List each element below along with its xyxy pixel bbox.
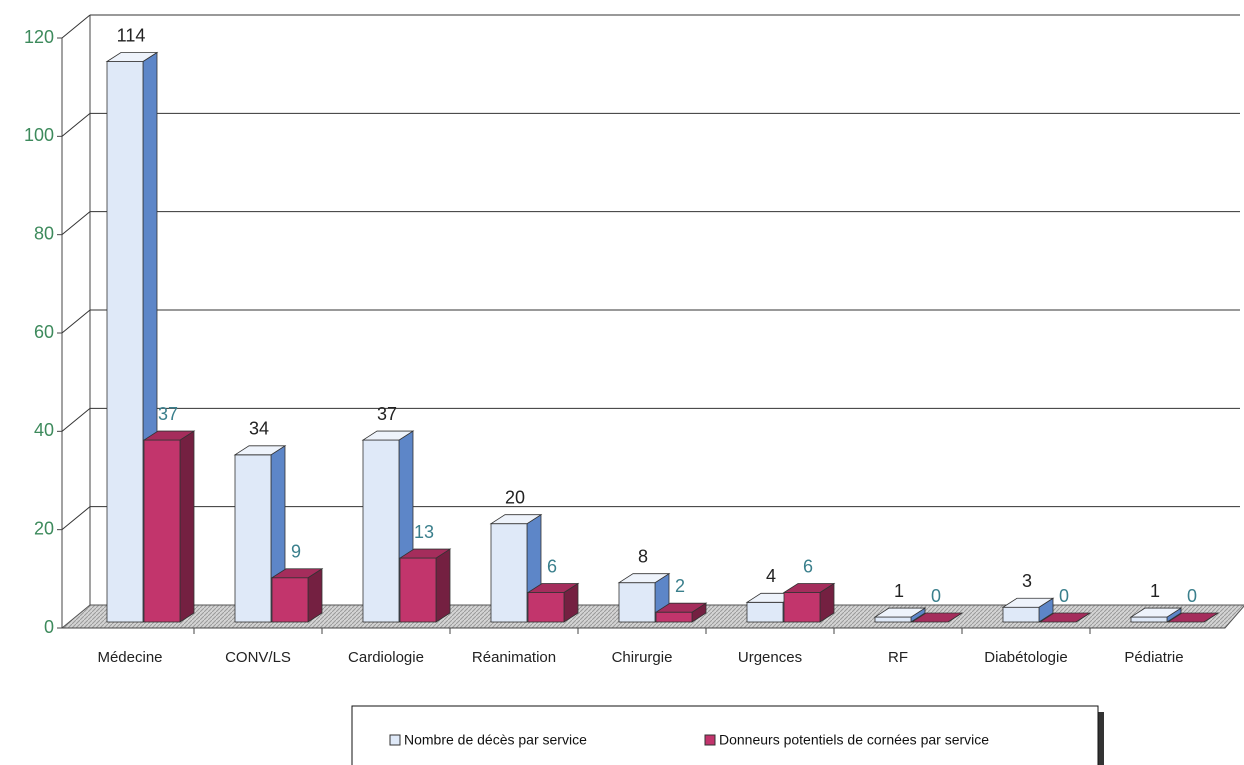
value-label: 1 xyxy=(1150,581,1160,601)
bar xyxy=(527,592,565,623)
value-label: 1 xyxy=(894,581,904,601)
x-tick-label: Diabétologie xyxy=(984,649,1067,666)
bar xyxy=(490,523,528,623)
value-label: 0 xyxy=(1187,586,1197,606)
grid-line xyxy=(61,112,91,137)
bar xyxy=(655,611,693,623)
legend-swatch xyxy=(389,734,401,746)
x-tick-label: Réanimation xyxy=(472,649,556,666)
x-tick-label: CONV/LS xyxy=(225,649,291,666)
bar-top xyxy=(617,573,671,584)
bar xyxy=(874,616,912,623)
bar-top xyxy=(105,52,159,62)
y-tick-label: 20 xyxy=(34,518,54,538)
bar xyxy=(783,592,821,623)
value-label: 6 xyxy=(547,556,557,576)
bar xyxy=(746,601,784,623)
value-label: 37 xyxy=(377,404,397,424)
grid-line xyxy=(61,309,91,334)
bar-top xyxy=(654,602,708,613)
x-tick-label: Pédiatrie xyxy=(1124,649,1183,666)
bar xyxy=(362,439,400,623)
value-label: 20 xyxy=(505,487,525,507)
y-tick-label: 100 xyxy=(24,125,54,145)
value-label: 13 xyxy=(414,522,434,542)
bar-top xyxy=(910,612,964,623)
value-label: 8 xyxy=(638,546,648,566)
value-label: 34 xyxy=(249,419,269,439)
value-label: 9 xyxy=(291,542,301,562)
x-tick-label: RF xyxy=(888,649,908,666)
bar xyxy=(1002,606,1040,623)
legend-swatch xyxy=(704,734,716,746)
bar-top xyxy=(526,583,580,593)
grid-line xyxy=(61,506,91,531)
value-label: 6 xyxy=(803,556,813,576)
y-tick-label: 40 xyxy=(34,420,54,440)
bar-top xyxy=(1166,612,1220,623)
x-tick-label: Urgences xyxy=(738,649,802,666)
legend xyxy=(351,705,1099,765)
grid-line xyxy=(61,211,91,236)
bar xyxy=(271,577,309,623)
bar-top xyxy=(142,430,196,441)
value-label: 3 xyxy=(1022,571,1032,591)
bar xyxy=(1130,616,1168,623)
bar-top xyxy=(1038,612,1092,623)
bar xyxy=(234,454,272,623)
value-label: 0 xyxy=(1059,586,1069,606)
bar xyxy=(143,439,181,623)
y-tick-label: 120 xyxy=(24,27,54,47)
bar xyxy=(618,582,656,623)
bar-top xyxy=(873,607,927,618)
bar-top xyxy=(398,548,452,559)
value-label: 4 xyxy=(766,566,776,586)
legend-label: Nombre de décès par service xyxy=(404,732,587,748)
bar xyxy=(399,557,437,623)
value-label: 0 xyxy=(931,586,941,606)
grid-line xyxy=(61,407,91,432)
bar-top xyxy=(361,430,415,441)
y-tick-label: 60 xyxy=(34,322,54,342)
bar-top xyxy=(489,514,543,525)
bar-top xyxy=(270,568,324,579)
bar-top xyxy=(233,445,287,456)
legend-label: Donneurs potentiels de cornées par servi… xyxy=(719,732,989,748)
bar-top xyxy=(1129,607,1183,618)
value-label: 2 xyxy=(675,576,685,596)
value-label: 114 xyxy=(117,25,146,45)
bar-side xyxy=(435,548,451,623)
x-tick-label: Médecine xyxy=(97,649,162,666)
bar xyxy=(106,61,144,623)
value-label: 37 xyxy=(158,404,178,424)
x-tick-label: Cardiologie xyxy=(348,649,424,666)
x-tick-label: Chirurgie xyxy=(612,649,673,666)
bar-top xyxy=(1001,597,1055,608)
y-tick-label: 0 xyxy=(44,617,54,637)
grid-line xyxy=(61,14,91,39)
bar-side xyxy=(179,430,195,623)
bar-top xyxy=(782,583,836,593)
y-tick-label: 80 xyxy=(34,223,54,243)
